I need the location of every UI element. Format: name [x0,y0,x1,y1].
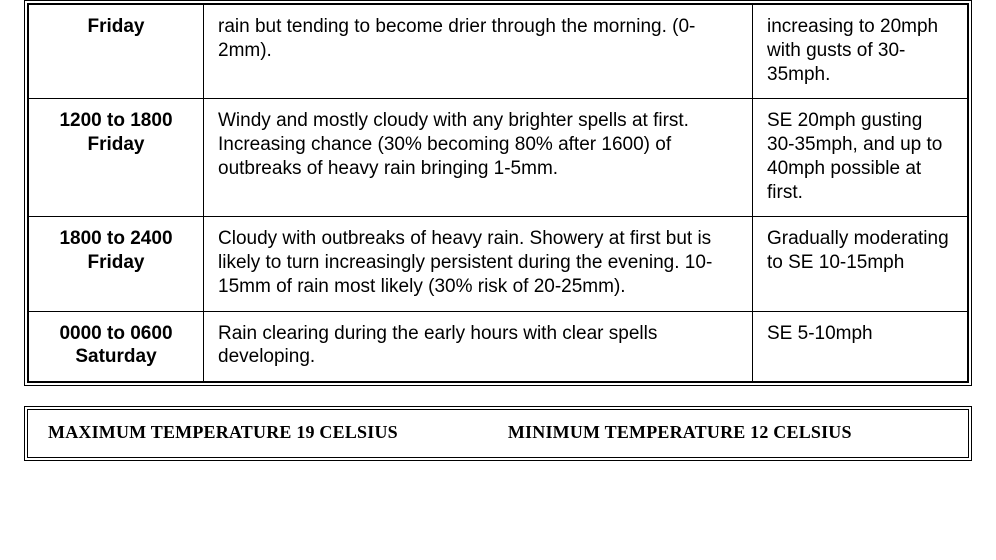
weather-cell: Rain clearing during the early hours wit… [204,311,753,382]
day-label: Friday [43,133,189,157]
time-cell: 1200 to 1800 Friday [29,99,204,217]
forecast-frame: Friday rain but tending to become drier … [24,0,972,386]
max-temperature: MAXIMUM TEMPERATURE 19 CELSIUS [48,422,398,443]
table-row: 1800 to 2400 Friday Cloudy with outbreak… [29,217,968,311]
day-label: Saturday [43,345,189,369]
weather-cell: rain but tending to become drier through… [204,5,753,99]
wind-cell: increasing to 20mph with gusts of 30-35m… [753,5,968,99]
temperature-frame: MAXIMUM TEMPERATURE 19 CELSIUS MINIMUM T… [24,406,972,461]
table-row: Friday rain but tending to become drier … [29,5,968,99]
weather-cell: Windy and mostly cloudy with any brighte… [204,99,753,217]
forecast-table: Friday rain but tending to become drier … [28,4,968,382]
day-label: Friday [43,15,189,39]
weather-cell: Cloudy with outbreaks of heavy rain. Sho… [204,217,753,311]
time-cell: 0000 to 0600 Saturday [29,311,204,382]
wind-cell: Gradually moderating to SE 10-15mph [753,217,968,311]
table-row: 0000 to 0600 Saturday Rain clearing duri… [29,311,968,382]
time-range: 0000 to 0600 [43,322,189,346]
time-range: 1200 to 1800 [43,109,189,133]
min-temperature: MINIMUM TEMPERATURE 12 CELSIUS [508,422,852,443]
temperature-row: MAXIMUM TEMPERATURE 19 CELSIUS MINIMUM T… [44,422,952,443]
time-cell: Friday [29,5,204,99]
day-label: Friday [43,251,189,275]
wind-cell: SE 20mph gusting 30-35mph, and up to 40m… [753,99,968,217]
time-range: 1800 to 2400 [43,227,189,251]
time-cell: 1800 to 2400 Friday [29,217,204,311]
table-row: 1200 to 1800 Friday Windy and mostly clo… [29,99,968,217]
wind-cell: SE 5-10mph [753,311,968,382]
